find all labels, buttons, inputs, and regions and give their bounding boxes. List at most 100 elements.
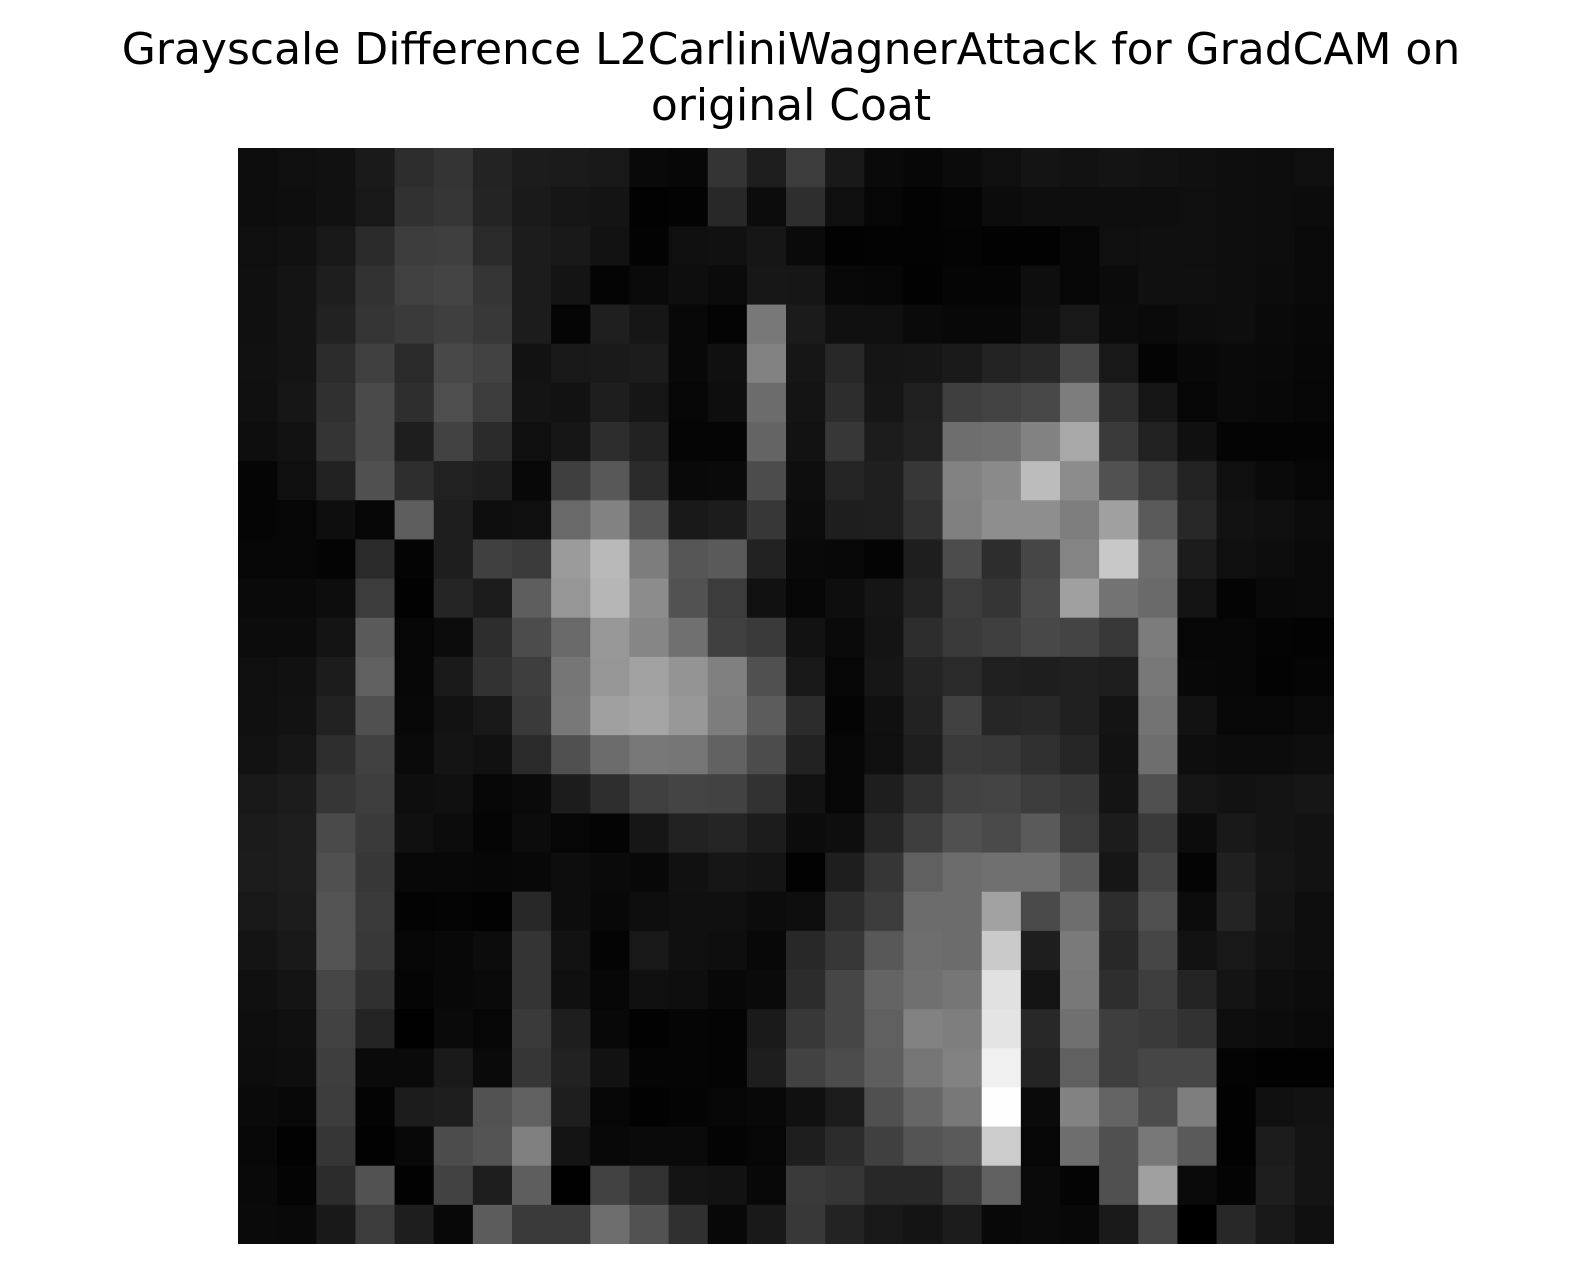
heatmap-cell-r16-c16 xyxy=(864,774,905,815)
heatmap-cell-r25-c5 xyxy=(433,1126,474,1167)
heatmap-cell-r0-c22 xyxy=(1099,148,1139,188)
heatmap-cell-r17-c16 xyxy=(864,813,905,854)
heatmap-cell-r2-c5 xyxy=(433,226,474,267)
heatmap-cell-r12-c11 xyxy=(668,617,709,658)
heatmap-cell-r22-c18 xyxy=(942,1009,983,1049)
heatmap-cell-r12-c18 xyxy=(942,617,983,658)
heatmap-cell-r26-c6 xyxy=(472,1165,513,1206)
heatmap-cell-r10-c13 xyxy=(746,539,787,580)
heatmap-cell-r10-c25 xyxy=(1216,539,1257,580)
heatmap-cell-r19-c2 xyxy=(316,891,357,932)
heatmap-cell-r1-c7 xyxy=(512,187,552,227)
heatmap-cell-r22-c13 xyxy=(746,1009,787,1049)
heatmap-cell-r0-c23 xyxy=(1138,148,1179,188)
heatmap-cell-r7-c23 xyxy=(1138,422,1179,462)
heatmap-cell-r11-c24 xyxy=(1177,578,1218,619)
heatmap-cell-r1-c6 xyxy=(472,187,513,227)
heatmap-cell-r0-c21 xyxy=(1060,148,1100,188)
heatmap-cell-r20-c14 xyxy=(786,930,826,971)
heatmap-cell-r20-c25 xyxy=(1216,930,1257,971)
heatmap-cell-r26-c19 xyxy=(981,1165,1022,1206)
heatmap-cell-r11-c3 xyxy=(355,578,396,619)
heatmap-cell-r4-c25 xyxy=(1216,304,1257,345)
heatmap-cell-r19-c18 xyxy=(942,891,983,932)
heatmap-cell-r8-c25 xyxy=(1216,461,1257,501)
heatmap-cell-r20-c26 xyxy=(1255,930,1296,971)
heatmap-cell-r26-c5 xyxy=(433,1165,474,1206)
heatmap-cell-r13-c23 xyxy=(1138,656,1179,697)
heatmap-cell-r18-c6 xyxy=(472,852,513,893)
heatmap-cell-r8-c10 xyxy=(629,461,670,501)
heatmap-cell-r9-c21 xyxy=(1060,500,1100,541)
heatmap-cell-r8-c17 xyxy=(903,461,944,501)
heatmap-cell-r26-c4 xyxy=(394,1165,435,1206)
heatmap-cell-r0-c17 xyxy=(903,148,944,188)
heatmap-cell-r9-c20 xyxy=(1020,500,1061,541)
heatmap-cell-r16-c27 xyxy=(1294,774,1334,815)
heatmap-cell-r17-c9 xyxy=(590,813,631,854)
heatmap-cell-r22-c4 xyxy=(394,1009,435,1049)
heatmap-cell-r26-c20 xyxy=(1020,1165,1061,1206)
heatmap-cell-r18-c21 xyxy=(1060,852,1100,893)
heatmap-cell-r3-c27 xyxy=(1294,265,1334,306)
heatmap-cell-r2-c1 xyxy=(277,226,317,267)
heatmap-cell-r2-c24 xyxy=(1177,226,1218,267)
heatmap-cell-r5-c20 xyxy=(1020,343,1061,384)
heatmap-cell-r22-c6 xyxy=(472,1009,513,1049)
heatmap-cell-r1-c14 xyxy=(786,187,826,227)
heatmap-cell-r18-c3 xyxy=(355,852,396,893)
heatmap-cell-r26-c25 xyxy=(1216,1165,1257,1206)
heatmap-cell-r23-c17 xyxy=(903,1048,944,1089)
heatmap-cell-r27-c11 xyxy=(668,1204,709,1244)
heatmap-cell-r21-c17 xyxy=(903,970,944,1010)
heatmap-cell-r25-c24 xyxy=(1177,1126,1218,1167)
heatmap-cell-r13-c15 xyxy=(825,656,865,697)
heatmap-cell-r14-c2 xyxy=(316,696,357,736)
heatmap-cell-r16-c4 xyxy=(394,774,435,815)
heatmap-cell-r10-c14 xyxy=(786,539,826,580)
heatmap-cell-r21-c3 xyxy=(355,970,396,1010)
heatmap-cell-r19-c14 xyxy=(786,891,826,932)
heatmap-cell-r23-c20 xyxy=(1020,1048,1061,1089)
heatmap-cell-r12-c12 xyxy=(707,617,748,658)
heatmap-cell-r21-c25 xyxy=(1216,970,1257,1010)
heatmap-cell-r13-c7 xyxy=(512,656,552,697)
heatmap-cell-r7-c0 xyxy=(238,422,278,462)
heatmap-cell-r7-c27 xyxy=(1294,422,1334,462)
heatmap-cell-r17-c8 xyxy=(551,813,591,854)
heatmap-cell-r14-c4 xyxy=(394,696,435,736)
heatmap-cell-r23-c19 xyxy=(981,1048,1022,1089)
heatmap-cell-r12-c23 xyxy=(1138,617,1179,658)
heatmap-cell-r1-c8 xyxy=(551,187,591,227)
heatmap-cell-r8-c13 xyxy=(746,461,787,501)
heatmap-cell-r24-c4 xyxy=(394,1087,435,1128)
heatmap-cell-r17-c15 xyxy=(825,813,865,854)
heatmap-cell-r8-c20 xyxy=(1020,461,1061,501)
heatmap-cell-r16-c25 xyxy=(1216,774,1257,815)
heatmap-cell-r21-c24 xyxy=(1177,970,1218,1010)
heatmap-cell-r1-c16 xyxy=(864,187,905,227)
heatmap-cell-r7-c11 xyxy=(668,422,709,462)
heatmap-cell-r22-c22 xyxy=(1099,1009,1139,1049)
heatmap-cell-r19-c4 xyxy=(394,891,435,932)
heatmap-cell-r23-c23 xyxy=(1138,1048,1179,1089)
heatmap-cell-r21-c7 xyxy=(512,970,552,1010)
heatmap-cell-r20-c24 xyxy=(1177,930,1218,971)
heatmap-cell-r14-c21 xyxy=(1060,696,1100,736)
heatmap-cell-r3-c3 xyxy=(355,265,396,306)
heatmap-cell-r3-c2 xyxy=(316,265,357,306)
heatmap-cell-r9-c16 xyxy=(864,500,905,541)
heatmap-cell-r15-c12 xyxy=(707,735,748,775)
heatmap-cell-r15-c9 xyxy=(590,735,631,775)
heatmap-cell-r4-c0 xyxy=(238,304,278,345)
heatmap-cell-r0-c9 xyxy=(590,148,631,188)
heatmap-cell-r17-c2 xyxy=(316,813,357,854)
heatmap-cell-r11-c8 xyxy=(551,578,591,619)
heatmap-cell-r22-c23 xyxy=(1138,1009,1179,1049)
heatmap-cell-r12-c8 xyxy=(551,617,591,658)
heatmap-cell-r14-c8 xyxy=(551,696,591,736)
heatmap-cell-r26-c0 xyxy=(238,1165,278,1206)
heatmap-cell-r19-c5 xyxy=(433,891,474,932)
heatmap-cell-r27-c24 xyxy=(1177,1204,1218,1244)
heatmap-cell-r14-c24 xyxy=(1177,696,1218,736)
